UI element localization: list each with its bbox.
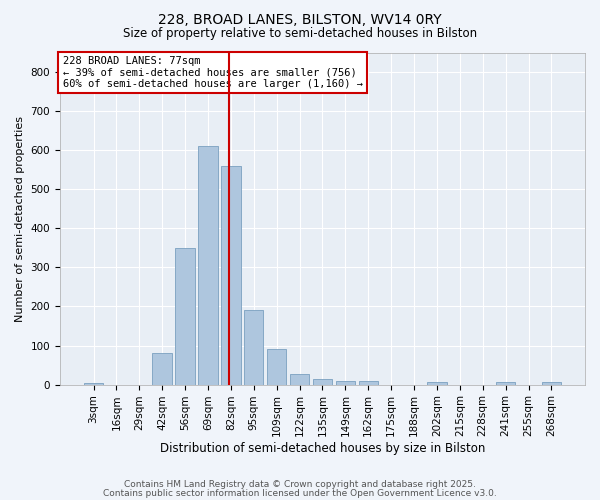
Bar xyxy=(335,380,355,384)
Bar xyxy=(427,382,446,384)
Text: Contains public sector information licensed under the Open Government Licence v3: Contains public sector information licen… xyxy=(103,488,497,498)
Bar xyxy=(313,378,332,384)
Text: Contains HM Land Registry data © Crown copyright and database right 2025.: Contains HM Land Registry data © Crown c… xyxy=(124,480,476,489)
Bar xyxy=(152,352,172,384)
Bar xyxy=(496,382,515,384)
Bar xyxy=(198,146,218,384)
Text: 228, BROAD LANES, BILSTON, WV14 0RY: 228, BROAD LANES, BILSTON, WV14 0RY xyxy=(158,12,442,26)
Bar xyxy=(175,248,195,384)
Y-axis label: Number of semi-detached properties: Number of semi-detached properties xyxy=(15,116,25,322)
Bar xyxy=(290,374,309,384)
Bar xyxy=(542,382,561,384)
Text: Size of property relative to semi-detached houses in Bilston: Size of property relative to semi-detach… xyxy=(123,28,477,40)
Bar xyxy=(359,382,378,384)
Bar xyxy=(84,382,103,384)
Bar xyxy=(267,350,286,384)
X-axis label: Distribution of semi-detached houses by size in Bilston: Distribution of semi-detached houses by … xyxy=(160,442,485,455)
Text: 228 BROAD LANES: 77sqm
← 39% of semi-detached houses are smaller (756)
60% of se: 228 BROAD LANES: 77sqm ← 39% of semi-det… xyxy=(62,56,362,89)
Bar xyxy=(244,310,263,384)
Bar xyxy=(221,166,241,384)
